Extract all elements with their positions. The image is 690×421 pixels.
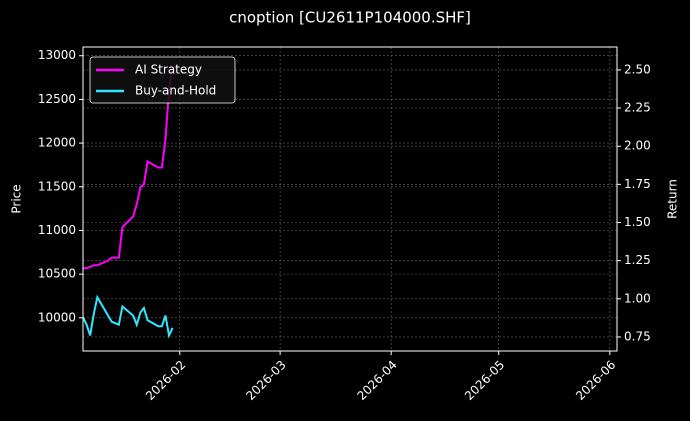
data-line [82, 294, 174, 339]
y2-tick-label: 1.50 [624, 215, 651, 229]
y2-tick-label: 1.25 [624, 253, 651, 267]
x-tick-label: 2026-03 [243, 358, 288, 403]
legend-label: AI Strategy [135, 63, 202, 77]
y2-tick-label: 2.25 [624, 101, 651, 115]
x-tick-label: 2026-05 [462, 358, 507, 403]
chart-title: cnoption [CU2611P104000.SHF] [229, 9, 471, 27]
x-tick-label: 2026-04 [354, 358, 399, 403]
y2-tick-label: 2.00 [624, 139, 651, 153]
y2-tick-label: 1.00 [624, 291, 651, 305]
x-tick-label: 2026-06 [573, 358, 618, 403]
y2-tick-label: 2.50 [624, 62, 651, 76]
y-tick-label: 11000 [38, 223, 76, 237]
y-tick-label: 12000 [38, 136, 76, 150]
y-tick-label: 13000 [38, 48, 76, 62]
y-tick-label: 10500 [38, 267, 76, 281]
y2-axis-label: Return [666, 179, 680, 219]
plot-frame [82, 46, 618, 352]
y2-tick-label: 1.75 [624, 177, 651, 191]
y2-tick-label: 0.75 [624, 329, 651, 343]
legend-box [89, 56, 236, 104]
y-tick-label: 11500 [38, 179, 76, 193]
x-tick-label: 2026-02 [143, 358, 188, 403]
y-axis-label: Price [10, 184, 24, 213]
y-tick-label: 10000 [38, 310, 76, 324]
y-tick-label: 12500 [38, 92, 76, 106]
legend-label: Buy-and-Hold [135, 84, 216, 98]
data-line [83, 65, 174, 270]
legend: AI Strategy Buy-and-Hold [89, 56, 236, 104]
